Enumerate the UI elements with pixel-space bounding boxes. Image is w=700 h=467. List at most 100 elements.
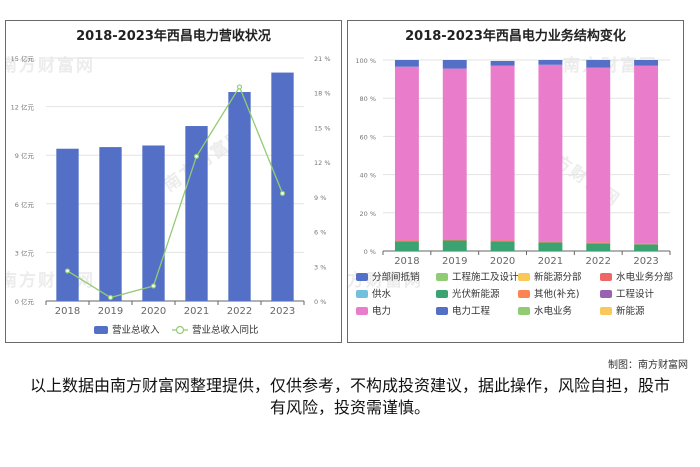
legend-label: 电力工程 xyxy=(452,305,491,317)
legend-label: 水电业务 xyxy=(534,305,573,317)
legend-label: 电力 xyxy=(372,305,391,317)
x-tick-label: 2022 xyxy=(227,306,252,317)
legend-label: 营业总收入同比 xyxy=(192,324,259,336)
y-tick-label: 100 % xyxy=(355,57,376,65)
legend-label: 新能源 xyxy=(616,305,645,317)
x-tick-label: 2018 xyxy=(394,256,419,267)
revenue-bar xyxy=(99,147,122,301)
legend-label: 新能源分部 xyxy=(534,271,582,283)
legend-swatch xyxy=(518,290,530,298)
business-structure-chart-panel: 2018-2023年西昌电力业务结构变化 南方财富网 南方财富网 南方财富网 0… xyxy=(347,20,684,343)
legend-swatch xyxy=(356,290,368,298)
legend-label: 其他(补充) xyxy=(534,288,579,300)
legend-swatch xyxy=(175,325,185,335)
chart-credit: 制图：南方财富网 xyxy=(608,360,688,371)
revenue-chart-panel: 2018-2023年西昌电力营收状况 南方财富网 南方财富网 南方财富网 0 亿… xyxy=(5,20,342,343)
x-tick-label: 2018 xyxy=(55,306,80,317)
yoy-point xyxy=(193,153,200,159)
y-left-tick-label: 9 亿元 xyxy=(15,151,35,160)
yoy-point xyxy=(107,294,114,301)
stack-segment xyxy=(442,240,467,251)
y-left-tick-label: 0 亿元 xyxy=(15,297,35,306)
stack-segment xyxy=(442,68,467,240)
x-tick-label: 2022 xyxy=(586,256,611,267)
x-tick-label: 2019 xyxy=(98,306,123,317)
stack-segment xyxy=(442,60,467,69)
stack-segment xyxy=(586,243,611,251)
x-tick-label: 2020 xyxy=(141,306,166,317)
y-left-tick-label: 3 亿元 xyxy=(15,248,35,257)
y-tick-label: 20 % xyxy=(359,210,376,218)
stack-segment xyxy=(538,60,563,65)
y-left-tick-label: 12 亿元 xyxy=(11,103,35,112)
stack-segment xyxy=(538,241,563,243)
stack-segment xyxy=(442,239,467,241)
revenue-bar xyxy=(271,72,294,301)
y-right-tick-label: 15 % xyxy=(314,124,331,132)
stack-segment xyxy=(394,60,419,67)
x-tick-label: 2020 xyxy=(490,256,515,267)
y-tick-label: 0 % xyxy=(364,248,376,256)
legend-label: 工程设计 xyxy=(616,288,655,300)
yoy-point xyxy=(236,84,243,90)
stack-segment xyxy=(538,64,563,242)
x-tick-label: 2023 xyxy=(270,306,295,317)
stack-segment xyxy=(586,60,611,68)
y-right-tick-label: 3 % xyxy=(314,263,326,271)
legend-swatch xyxy=(436,307,448,315)
legend-label: 分部间抵销 xyxy=(372,271,420,283)
revenue-bar xyxy=(228,92,251,302)
stack-segment xyxy=(634,244,659,251)
revenue-chart: 0 亿元 3 亿元 6 亿元 9 亿元 12 亿元 15 亿元 0 % 3 % 6 % 9 % 12… xyxy=(11,54,331,336)
y-right-tick-label: 9 % xyxy=(314,194,326,202)
legend-swatch xyxy=(518,307,530,315)
x-tick-label: 2023 xyxy=(633,256,658,267)
legend-swatch xyxy=(94,326,108,334)
y-right-tick-label: 18 % xyxy=(314,90,331,98)
stack-segment xyxy=(634,243,659,245)
legend-swatch xyxy=(356,307,368,315)
legend-swatch xyxy=(518,273,530,281)
yoy-point xyxy=(150,283,157,289)
stack-segment xyxy=(490,241,515,251)
yoy-point xyxy=(64,268,71,274)
disclaimer-text: 以上数据由南方财富网整理提供，仅供参考，不构成投资建议，据此操作，风险自担，股市… xyxy=(30,376,671,417)
business-structure-chart: 0 % 20 % 40 % 60 % 80 % 100 % 2018 2019 2020 2021… xyxy=(355,57,673,317)
stack-segment xyxy=(538,242,563,251)
stack-segment xyxy=(634,60,659,66)
stack-segment xyxy=(394,241,419,251)
legend-swatch xyxy=(600,307,612,315)
y-right-tick-label: 0 % xyxy=(314,298,326,306)
stack-segment xyxy=(586,67,611,243)
revenue-bar xyxy=(185,126,208,301)
y-tick-label: 80 % xyxy=(359,95,376,103)
x-tick-label: 2021 xyxy=(184,306,209,317)
stack-segment xyxy=(394,240,419,242)
y-right-tick-label: 6 % xyxy=(314,229,326,237)
revenue-bar xyxy=(56,148,79,301)
stack-segment xyxy=(586,242,611,244)
y-right-tick-label: 12 % xyxy=(314,159,331,167)
legend-swatch xyxy=(600,273,612,281)
legend-swatch xyxy=(436,273,448,281)
legend-label: 水电业务分部 xyxy=(616,271,673,283)
stack-segment xyxy=(394,66,419,241)
legend-swatch xyxy=(436,290,448,298)
stack-segment xyxy=(490,65,515,241)
stack-segment xyxy=(490,60,515,66)
revenue-bar xyxy=(142,145,165,301)
revenue-chart-title: 2018-2023年西昌电力营收状况 xyxy=(76,29,271,44)
legend-swatch xyxy=(600,290,612,298)
legend-label: 光伏新能源 xyxy=(452,288,500,300)
y-left-tick-label: 15 亿元 xyxy=(11,54,35,63)
x-tick-label: 2021 xyxy=(538,256,563,267)
yoy-point xyxy=(279,190,286,196)
structure-chart-title: 2018-2023年西昌电力业务结构变化 xyxy=(405,29,626,44)
stack-segment xyxy=(634,65,659,244)
y-tick-label: 40 % xyxy=(359,172,376,180)
y-left-tick-label: 6 亿元 xyxy=(15,200,35,209)
stack-segment xyxy=(490,240,515,242)
legend-label: 供水 xyxy=(372,288,392,300)
legend-label: 工程施工及设计 xyxy=(452,271,519,283)
y-right-tick-label: 21 % xyxy=(314,55,331,63)
